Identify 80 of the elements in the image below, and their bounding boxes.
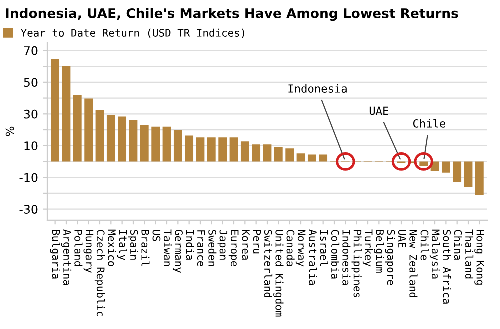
legend-label: Year to Date Return (USD TR Indices) <box>21 28 244 38</box>
bar <box>286 148 294 162</box>
bar <box>51 59 60 162</box>
bar <box>174 130 182 162</box>
x-tick-label: Germany <box>173 230 183 273</box>
x-tick-label: Colombia <box>331 230 340 279</box>
y-tick-label: 10 <box>24 142 38 151</box>
bar <box>453 162 462 182</box>
x-tick-label: Turkey <box>362 230 374 267</box>
bar <box>106 115 116 162</box>
x-tick-label: Philippines <box>352 230 362 298</box>
x-tick-label: China <box>454 230 462 260</box>
x-tick-label: Canada <box>286 230 295 266</box>
x-tick-label: Switzerland <box>264 230 273 298</box>
y-tick-label: 30 <box>24 110 38 119</box>
x-tick-label: Taiwan <box>164 230 172 266</box>
x-tick-label: Italy <box>117 230 128 260</box>
bar <box>84 98 94 162</box>
x-tick-label: Australia <box>309 230 318 286</box>
x-tick-label: Peru <box>253 230 262 254</box>
bar <box>442 162 450 173</box>
bar <box>118 116 127 162</box>
x-tick-label: India <box>186 230 194 260</box>
x-tick-label: Hungary <box>84 230 94 273</box>
x-tick-label: Spain <box>128 230 139 260</box>
y-axis-title: % <box>6 126 14 136</box>
x-tick-label: Korea <box>242 230 250 260</box>
x-tick-label: Chile <box>420 230 429 260</box>
x-tick-label: Indonesia <box>342 230 351 286</box>
bar <box>140 125 149 162</box>
bar <box>475 162 484 196</box>
x-tick-label: Bulgaria <box>50 230 60 279</box>
x-tick-label: Czech Republic <box>94 230 106 316</box>
bar <box>162 126 172 162</box>
x-tick-label: Mexico <box>108 230 116 266</box>
bar <box>185 136 194 162</box>
y-tick-label: -10 <box>20 173 38 182</box>
chart-title: Indonesia, UAE, Chile's Markets Have Among Lowest Returns <box>6 8 458 22</box>
bar <box>240 142 250 162</box>
x-tick-label: United Kingdom <box>274 230 284 317</box>
x-tick-label: Belgium <box>374 230 384 273</box>
x-tick-label: Japan <box>218 230 228 260</box>
x-tick-label: Argentina <box>61 230 72 286</box>
bar <box>296 154 306 162</box>
bar <box>308 154 316 162</box>
bar <box>73 95 82 162</box>
x-tick-label: UAE <box>398 230 406 248</box>
x-tick-label: Malaysia <box>430 230 440 279</box>
x-tick-label: France <box>197 230 206 266</box>
x-tick-label: Singapore <box>385 230 396 286</box>
x-tick-label: Sweden <box>208 230 217 266</box>
x-tick-label: Thailand <box>465 230 474 279</box>
annotation: UAE <box>370 106 388 116</box>
bar <box>252 144 261 162</box>
y-tick-label: 50 <box>24 78 38 88</box>
x-tick-label: Poland <box>74 230 83 266</box>
bar <box>464 162 473 188</box>
x-tick-label: Brazil <box>142 230 150 266</box>
annotation: Chile <box>413 119 446 128</box>
bar <box>230 138 238 162</box>
bar <box>319 154 328 162</box>
bar <box>196 138 205 162</box>
x-tick-label: Norway <box>296 230 306 267</box>
y-tick-label: 70 <box>24 46 38 56</box>
x-tick-label: South Africa <box>443 230 452 304</box>
bar <box>263 144 272 162</box>
bar <box>207 138 216 162</box>
x-tick-label: US <box>152 230 161 242</box>
bar <box>152 126 160 162</box>
y-tick-label: -30 <box>20 205 38 214</box>
bar <box>62 66 71 162</box>
bar <box>218 138 228 162</box>
annotation: Indonesia <box>288 84 347 93</box>
bar <box>96 110 104 162</box>
x-tick-label: Israel <box>320 230 328 266</box>
bar <box>129 120 138 162</box>
x-tick-label: Hong Kong <box>474 230 484 285</box>
x-tick-label: Europe <box>228 230 239 266</box>
bar <box>274 146 283 162</box>
x-tick-label: New Zealand <box>410 230 418 298</box>
